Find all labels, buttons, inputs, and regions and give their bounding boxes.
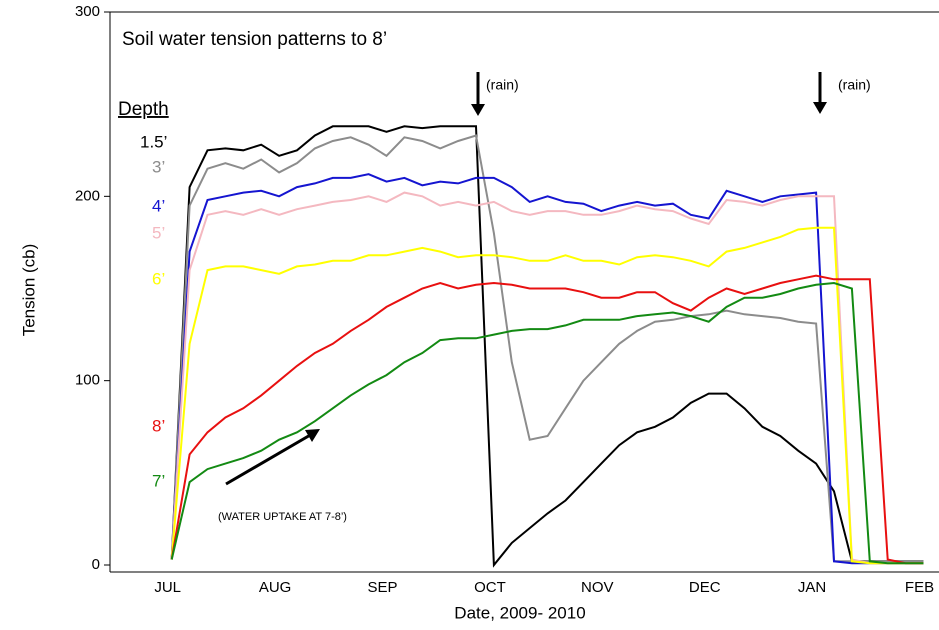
legend-label: 8’: [152, 416, 165, 435]
legend-title: Depth: [118, 99, 169, 120]
series-line: [170, 281, 924, 565]
y-axis-label: Tension (cb): [19, 244, 38, 337]
annotation: (rain): [486, 77, 519, 93]
annotation: (rain): [838, 77, 871, 93]
series-line: [170, 125, 924, 568]
annotation: (WATER UPTAKE AT 7-8’): [218, 511, 347, 523]
series-line: [170, 274, 924, 565]
chart-title: Soil water tension patterns to 8’: [122, 29, 387, 50]
y-tick-label: 100: [75, 372, 100, 389]
y-tick-label: 200: [75, 187, 100, 204]
x-tick-label: OCT: [474, 579, 506, 596]
x-tick-label: JUL: [154, 579, 181, 596]
x-axis-label: Date, 2009- 2010: [454, 603, 585, 622]
x-tick-label: NOV: [581, 579, 614, 596]
series-line: [170, 173, 924, 565]
x-tick-label: SEP: [367, 579, 397, 596]
legend-label: 7’: [152, 471, 165, 490]
rain-arrow-head: [813, 102, 827, 114]
legend-label: 4’: [152, 196, 165, 215]
x-tick-label: FEB: [905, 579, 934, 596]
y-tick-label: 0: [92, 556, 100, 573]
rain-arrow-head: [471, 104, 485, 116]
x-tick-label: DEC: [689, 579, 721, 596]
x-tick-label: JAN: [798, 579, 826, 596]
series-line: [170, 191, 924, 565]
legend-label: 5’: [152, 223, 165, 242]
uptake-arrow-head: [305, 429, 320, 442]
legend-label: 6’: [152, 269, 165, 288]
y-tick-label: 300: [75, 3, 100, 20]
series-line: [170, 134, 924, 563]
legend-label: 1.5’: [140, 132, 167, 151]
legend-label: 3’: [152, 157, 165, 176]
series-line: [170, 226, 924, 565]
x-tick-label: AUG: [259, 579, 292, 596]
uptake-arrow: [225, 432, 313, 486]
